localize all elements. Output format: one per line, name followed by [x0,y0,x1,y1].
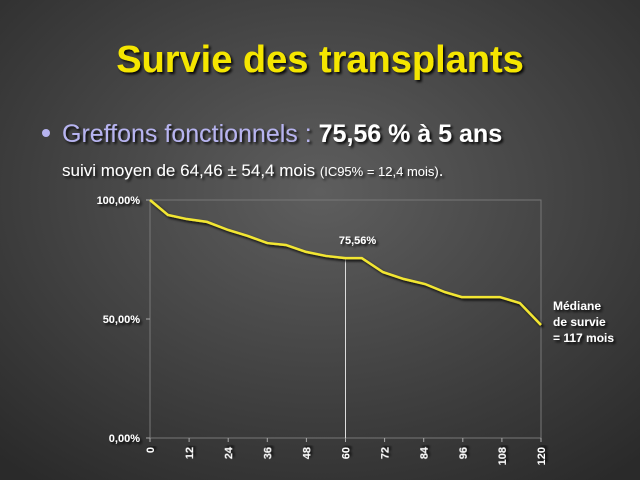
x-tick-label: 12 [184,447,196,459]
annotation: 75,56% [339,235,377,247]
bullet-highlight: 75,56 % à 5 ans [319,120,502,148]
plot: 0,00% 50,00% 100,00% 0 12 24 36 48 60 72 84 96 108 12… [97,195,615,465]
y-tick-label: 50,00% [103,314,141,326]
slide-title: Survie des transplants [116,39,524,81]
subtitle: suivi moyen de 64,46 ± 54,4 mois (IC95% … [62,161,443,180]
x-tick-label: 72 [380,447,392,459]
x-tick-label: 96 [458,447,470,459]
y-tick-label: 100,00% [97,195,141,207]
x-tick-label: 48 [301,447,313,459]
bullet: Greffons fonctionnels : 75,56 % à 5 ans [62,120,502,148]
y-tick-label: 0,00% [109,433,140,445]
x-tick-label: 108 [497,447,509,465]
x-tick-label: 0 [145,447,157,453]
bullet-label: Greffons fonctionnels : [62,120,312,148]
subtitle-main: suivi moyen de 64,46 ± 54,4 mois [62,161,315,180]
x-tick-label: 60 [341,447,353,459]
x-tick-label: 84 [419,446,431,459]
x-tick-label: 120 [536,447,548,465]
bullet-dot [42,129,50,137]
median-note: = 117 mois [553,331,614,345]
subtitle-note: (IC95% = 12,4 mois) [320,164,439,179]
survival-line [149,199,542,326]
median-note: de survie [553,315,606,329]
x-tick-label: 36 [262,447,274,459]
median-note: Médiane [553,299,601,313]
x-tick-label: 24 [223,446,235,459]
subtitle-end: . [439,161,444,180]
